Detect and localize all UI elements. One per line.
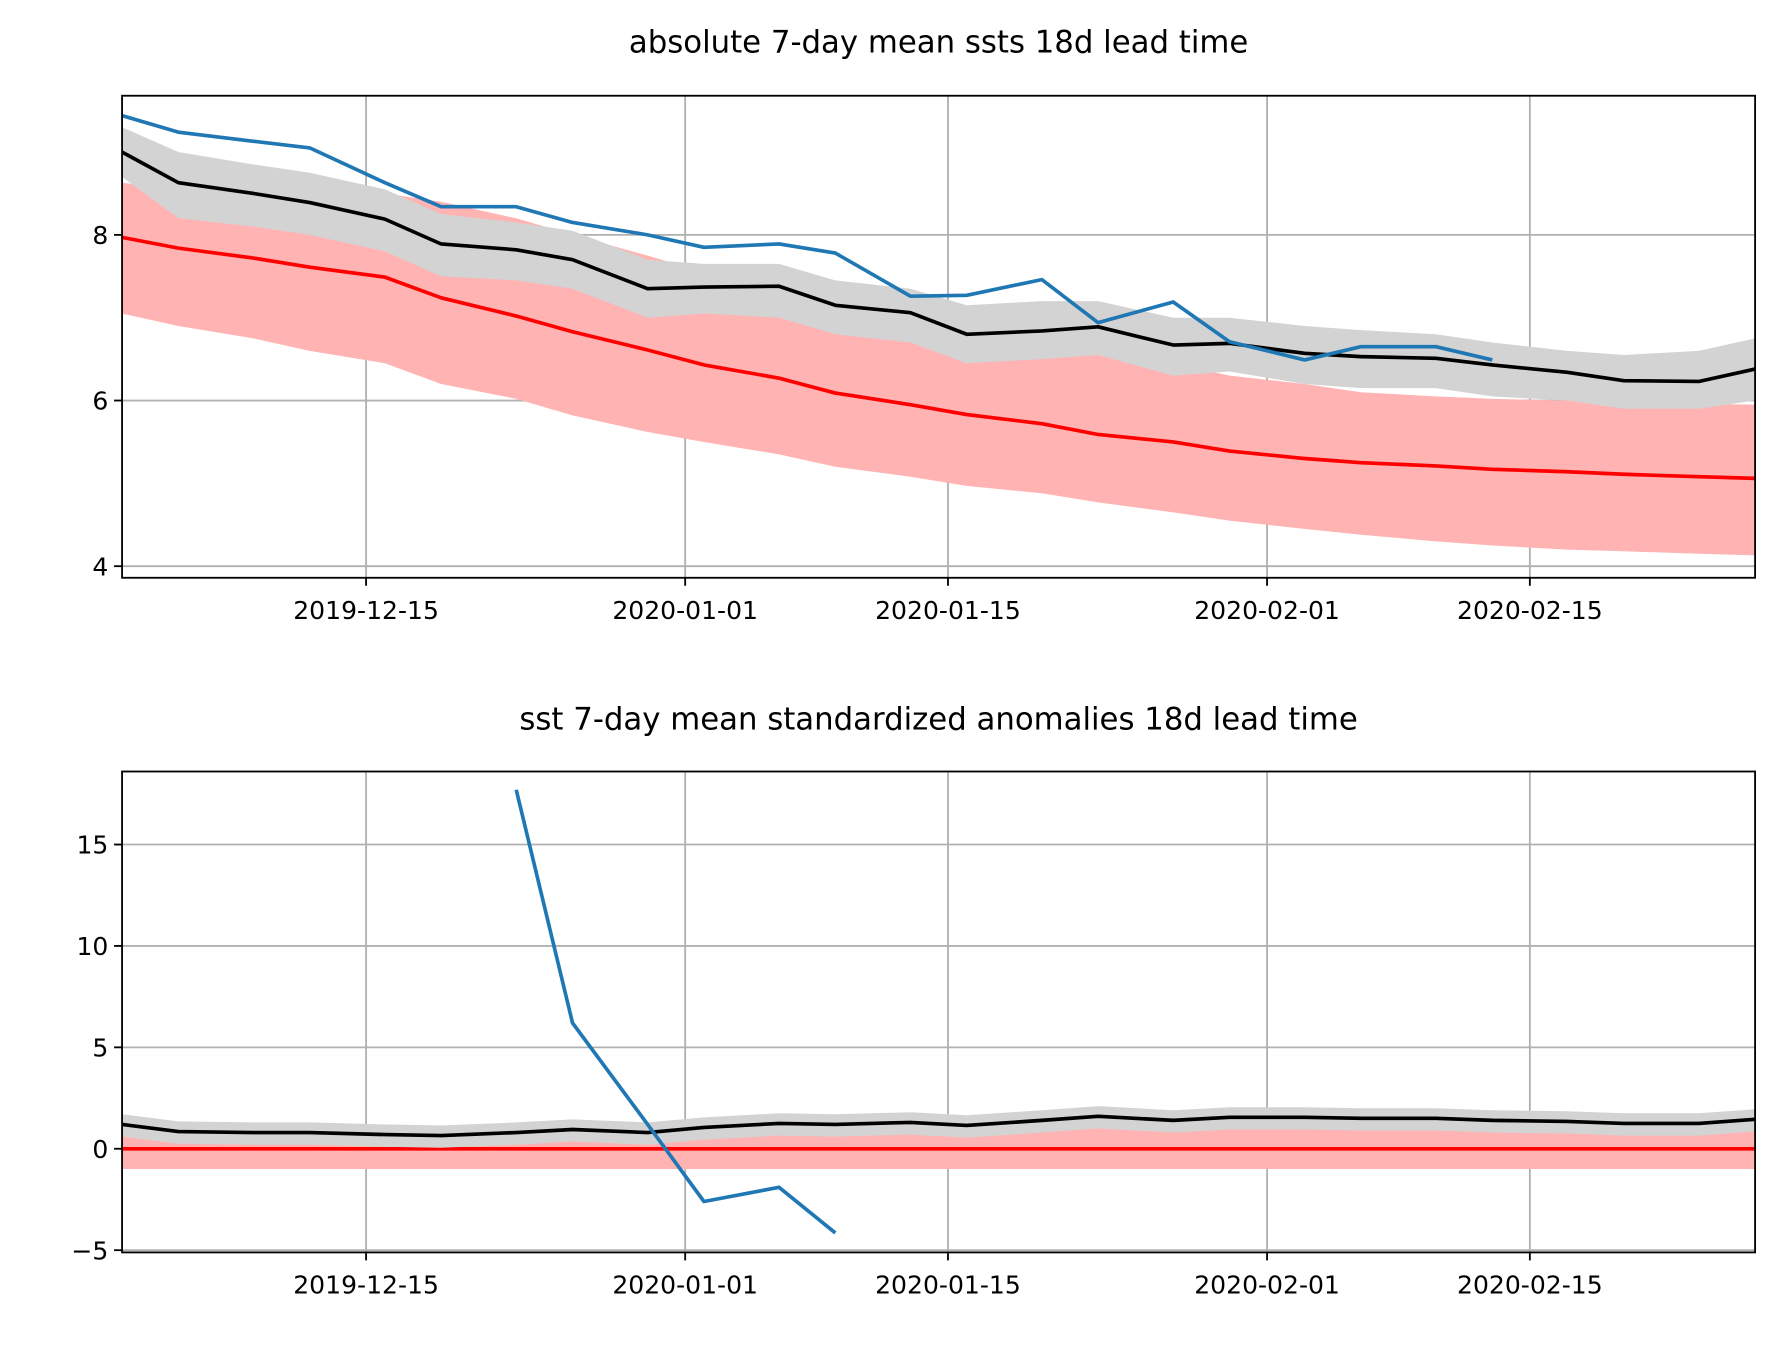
x-tick-label: 2020-01-15: [875, 596, 1021, 625]
series-line: [122, 1114, 1756, 1138]
y-tick-label: −5: [71, 1236, 108, 1265]
series-line: [122, 113, 1493, 362]
x-tick-label: 2020-01-15: [875, 1270, 1021, 1299]
plot-area: [122, 789, 1756, 1235]
y-tick-label: 8: [92, 221, 108, 250]
axes-frame: [121, 770, 1757, 1254]
x-tick-label: 2019-12-15: [293, 596, 439, 625]
band: [122, 127, 1756, 409]
series-line: [122, 235, 1756, 481]
y-tick-label: 10: [76, 932, 108, 961]
x-tick-label: 2020-02-15: [1457, 1270, 1603, 1299]
y-tick-label: 15: [76, 831, 108, 860]
y-tick-label: 5: [92, 1033, 108, 1062]
x-tick-label: 2019-12-15: [293, 1270, 439, 1299]
x-tick-label: 2020-02-01: [1194, 596, 1340, 625]
y-tick-label: 4: [92, 552, 108, 581]
y-tick-label: 6: [92, 387, 108, 416]
x-tick-label: 2020-01-01: [612, 596, 758, 625]
x-tick-label: 2020-01-01: [612, 1270, 758, 1299]
series-line: [514, 789, 837, 1235]
plot-area: [122, 113, 1756, 556]
axes-frame: [121, 94, 1757, 579]
series-line: [122, 150, 1756, 384]
chart-title: sst 7-day mean standardized anomalies 18…: [519, 701, 1357, 737]
x-tick-label: 2020-02-15: [1457, 596, 1603, 625]
chart-title: absolute 7-day mean ssts 18d lead time: [629, 24, 1248, 60]
x-tick-label: 2020-02-01: [1194, 1270, 1340, 1299]
y-tick-label: 0: [92, 1135, 108, 1164]
